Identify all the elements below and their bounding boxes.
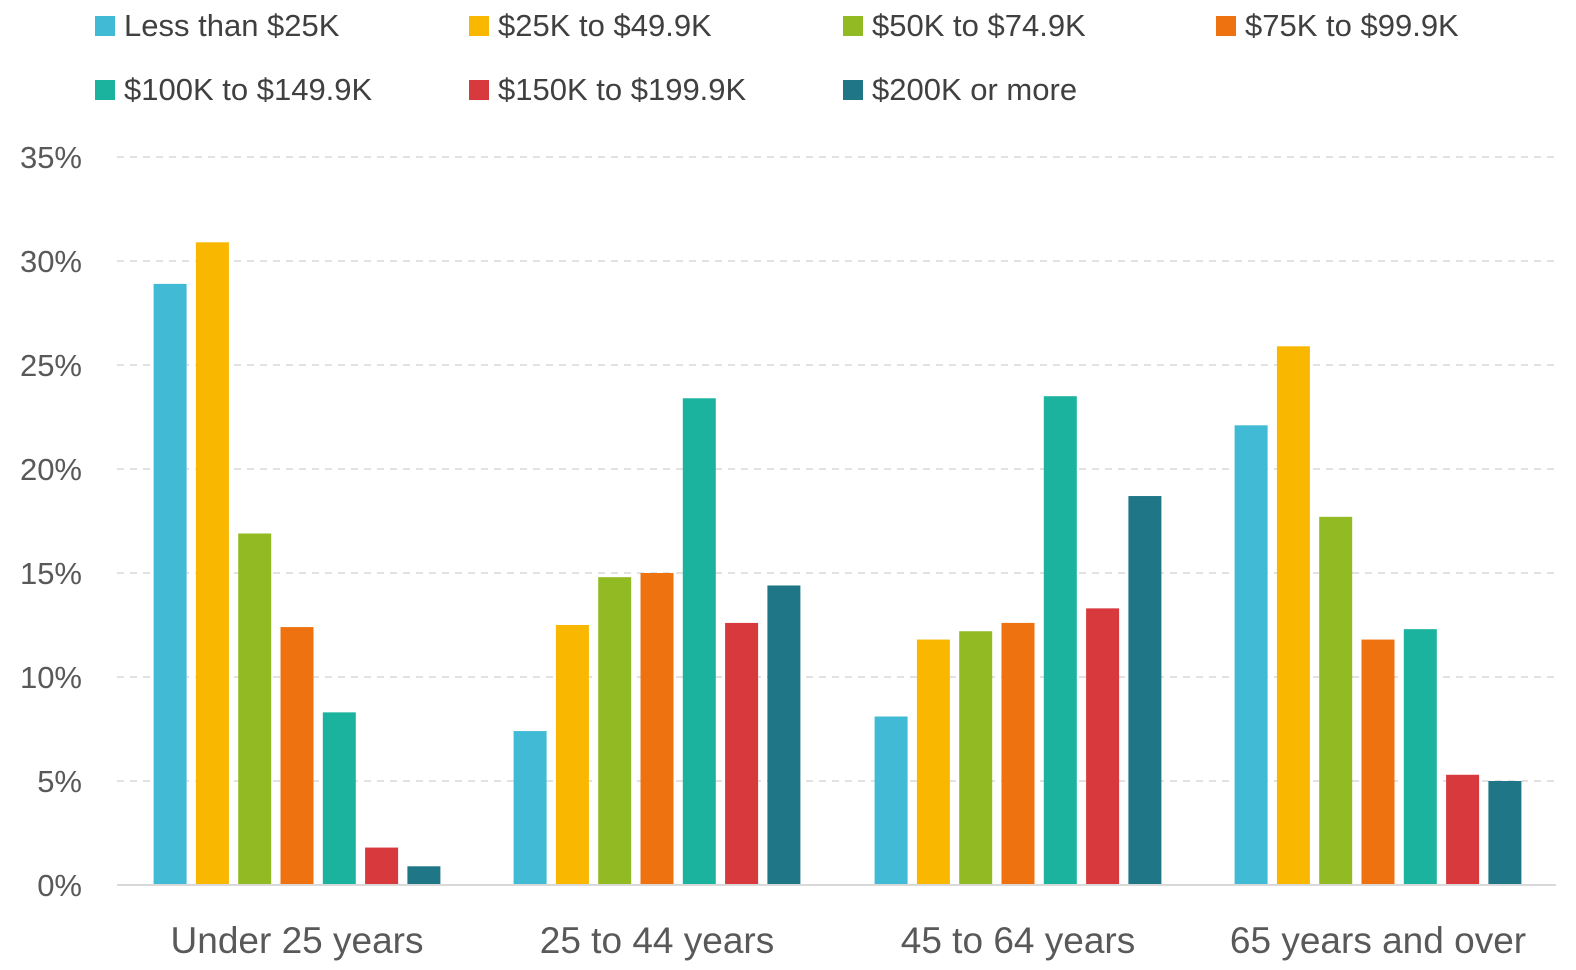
- bar: [153, 283, 187, 885]
- bar: [916, 639, 950, 885]
- legend-label: $75K to $99.9K: [1245, 8, 1459, 43]
- y-tick-label: 35%: [20, 140, 82, 175]
- bar: [767, 585, 801, 885]
- bar: [1446, 774, 1480, 885]
- bar: [725, 622, 759, 885]
- legend-swatch: [95, 80, 115, 100]
- bar: [1276, 346, 1310, 885]
- legend-item: $50K to $74.9K: [843, 8, 1086, 44]
- bar: [365, 847, 399, 885]
- x-tick-label: Under 25 years: [171, 920, 424, 961]
- bar: [874, 716, 908, 885]
- bar: [555, 625, 589, 885]
- bar: [682, 398, 716, 885]
- bar: [1128, 496, 1162, 885]
- y-tick-label: 25%: [20, 348, 82, 383]
- bar: [513, 731, 547, 885]
- bar: [280, 627, 314, 885]
- legend-item: $25K to $49.9K: [469, 8, 712, 44]
- bar: [1403, 629, 1437, 885]
- legend-item: $200K or more: [843, 72, 1077, 108]
- bar: [1488, 781, 1522, 885]
- x-tick-label: 45 to 64 years: [901, 920, 1135, 961]
- legend-label: $100K to $149.9K: [124, 72, 373, 107]
- legend-swatch: [469, 16, 489, 36]
- legend-label: $200K or more: [872, 72, 1078, 107]
- bar: [959, 631, 993, 885]
- y-tick-label: 10%: [20, 660, 82, 695]
- legend-label: $25K to $49.9K: [498, 8, 712, 43]
- legend-swatch: [843, 16, 863, 36]
- y-tick-label: 20%: [20, 452, 82, 487]
- y-tick-label: 5%: [37, 764, 82, 799]
- bar: [598, 577, 632, 885]
- y-tick-label: 15%: [20, 556, 82, 591]
- bar: [238, 533, 272, 885]
- legend-label: $50K to $74.9K: [872, 8, 1086, 43]
- y-tick-label: 0%: [37, 868, 82, 903]
- legend-swatch: [843, 80, 863, 100]
- legend-swatch: [95, 16, 115, 36]
- bar: [1086, 608, 1120, 885]
- legend-label: $150K to $199.9K: [498, 72, 747, 107]
- legend-item: $75K to $99.9K: [1216, 8, 1459, 44]
- bar: [1001, 622, 1035, 885]
- bar: [1043, 396, 1077, 885]
- bar: [195, 242, 229, 885]
- legend-item: Less than $25K: [95, 8, 339, 44]
- bar: [1361, 639, 1395, 885]
- bar: [407, 866, 441, 885]
- x-tick-label: 65 years and over: [1230, 920, 1526, 961]
- bar: [640, 573, 674, 885]
- bar: [322, 712, 356, 885]
- legend-swatch: [469, 80, 489, 100]
- bar: [1234, 425, 1268, 885]
- legend-item: $100K to $149.9K: [95, 72, 372, 108]
- y-tick-label: 30%: [20, 244, 82, 279]
- bar: [1319, 516, 1353, 885]
- legend-label: Less than $25K: [124, 8, 340, 43]
- legend-swatch: [1216, 16, 1236, 36]
- x-tick-label: 25 to 44 years: [540, 920, 774, 961]
- legend-item: $150K to $199.9K: [469, 72, 746, 108]
